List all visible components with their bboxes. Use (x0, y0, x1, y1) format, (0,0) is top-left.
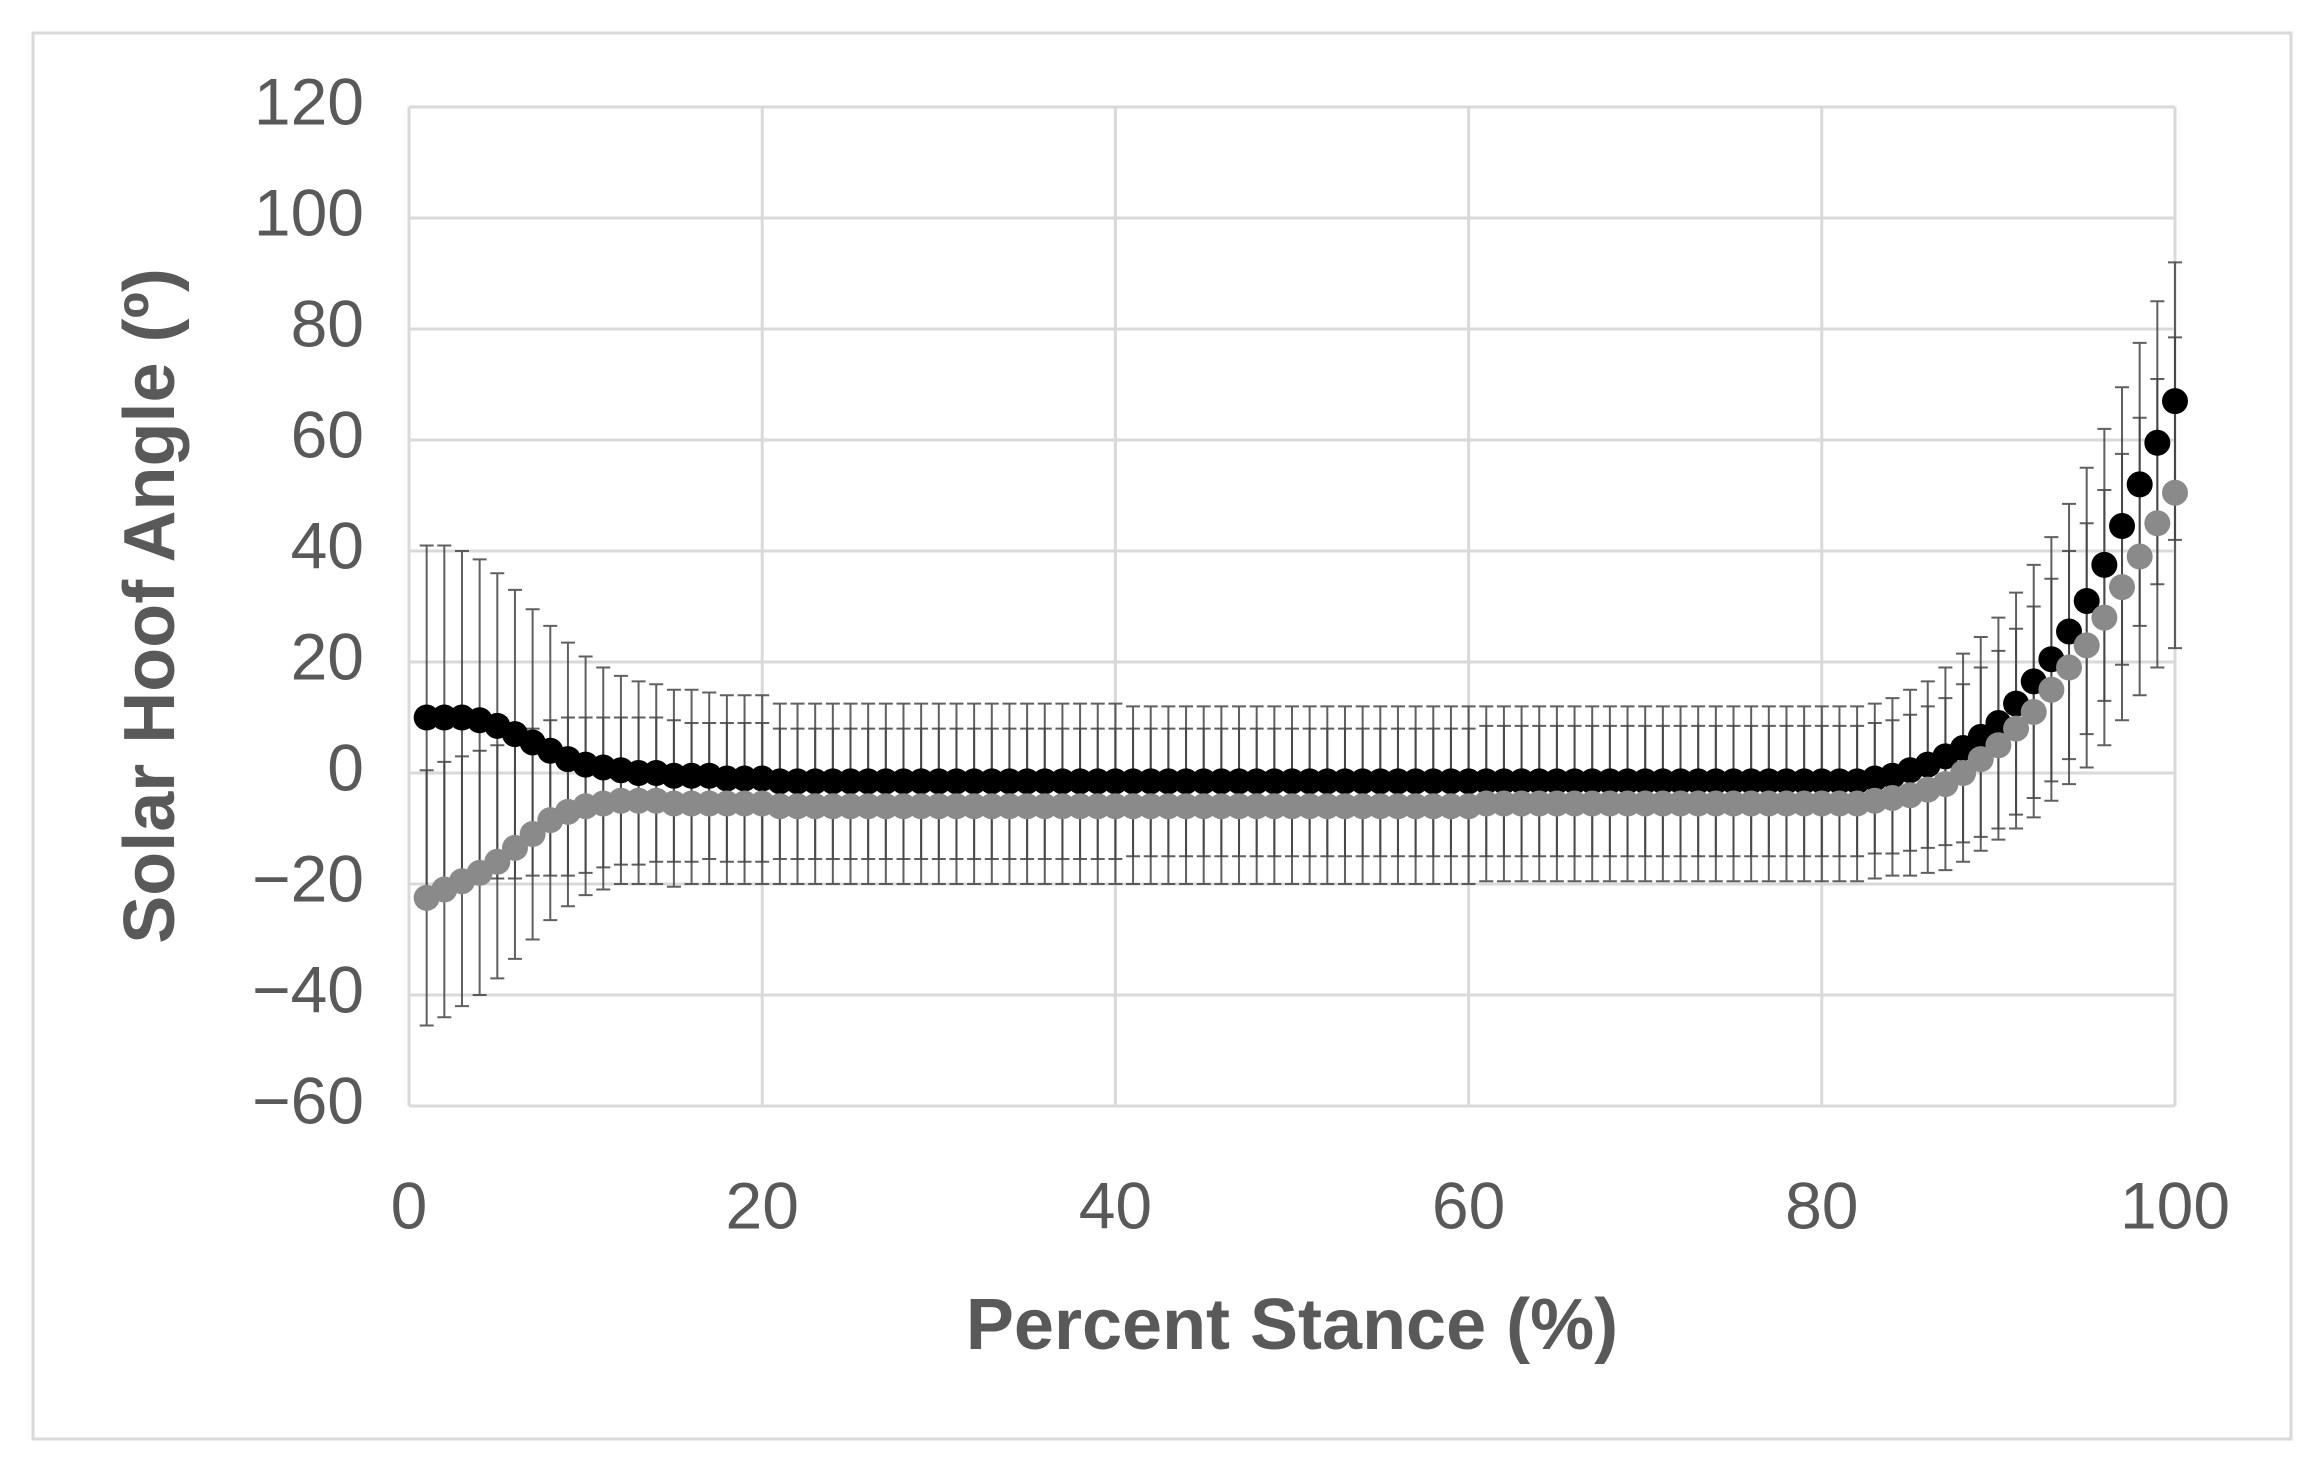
x-tick-label: 80 (1785, 1168, 1858, 1242)
y-tick-label: 20 (291, 619, 364, 693)
y-tick-label: 80 (291, 286, 364, 360)
marker (2126, 471, 2153, 498)
y-tick-label: −60 (252, 1063, 364, 1137)
x-axis-title: Percent Stance (%) (966, 1285, 1618, 1365)
marker (2091, 604, 2118, 631)
marker (2162, 479, 2188, 506)
marker (2144, 429, 2171, 456)
x-tick-label: 60 (1432, 1168, 1505, 1242)
marker (501, 834, 528, 861)
marker (2020, 698, 2047, 725)
marker (2073, 632, 2100, 659)
marker (2109, 574, 2136, 601)
marker (2038, 676, 2065, 703)
marker (2144, 510, 2171, 537)
marker (2162, 388, 2188, 415)
marker (2056, 618, 2083, 645)
marker (484, 848, 511, 875)
y-tick-label: −40 (252, 952, 364, 1026)
y-tick-label: 100 (254, 175, 364, 249)
x-tick-label: 0 (391, 1168, 428, 1242)
marker (2073, 587, 2100, 614)
y-tick-label: 0 (327, 730, 364, 804)
marker (2003, 715, 2030, 742)
y-axis-title: Solar Hoof Angle (º) (110, 268, 190, 944)
y-tick-label: 120 (254, 64, 364, 138)
x-tick-label: 20 (725, 1168, 798, 1242)
marker (1950, 760, 1977, 786)
marker (2126, 543, 2153, 570)
marker (2056, 654, 2083, 681)
chart-frame (31, 31, 2293, 1441)
y-tick-label: −20 (252, 841, 364, 915)
x-tick-label: 100 (2120, 1168, 2230, 1242)
marker (519, 821, 546, 848)
marker (1985, 732, 2012, 759)
marker (2091, 551, 2118, 578)
x-tick-label: 40 (1079, 1168, 1152, 1242)
marker (2109, 513, 2136, 540)
y-tick-label: 40 (291, 508, 364, 582)
marker (1967, 746, 1994, 773)
y-tick-label: 60 (291, 397, 364, 471)
